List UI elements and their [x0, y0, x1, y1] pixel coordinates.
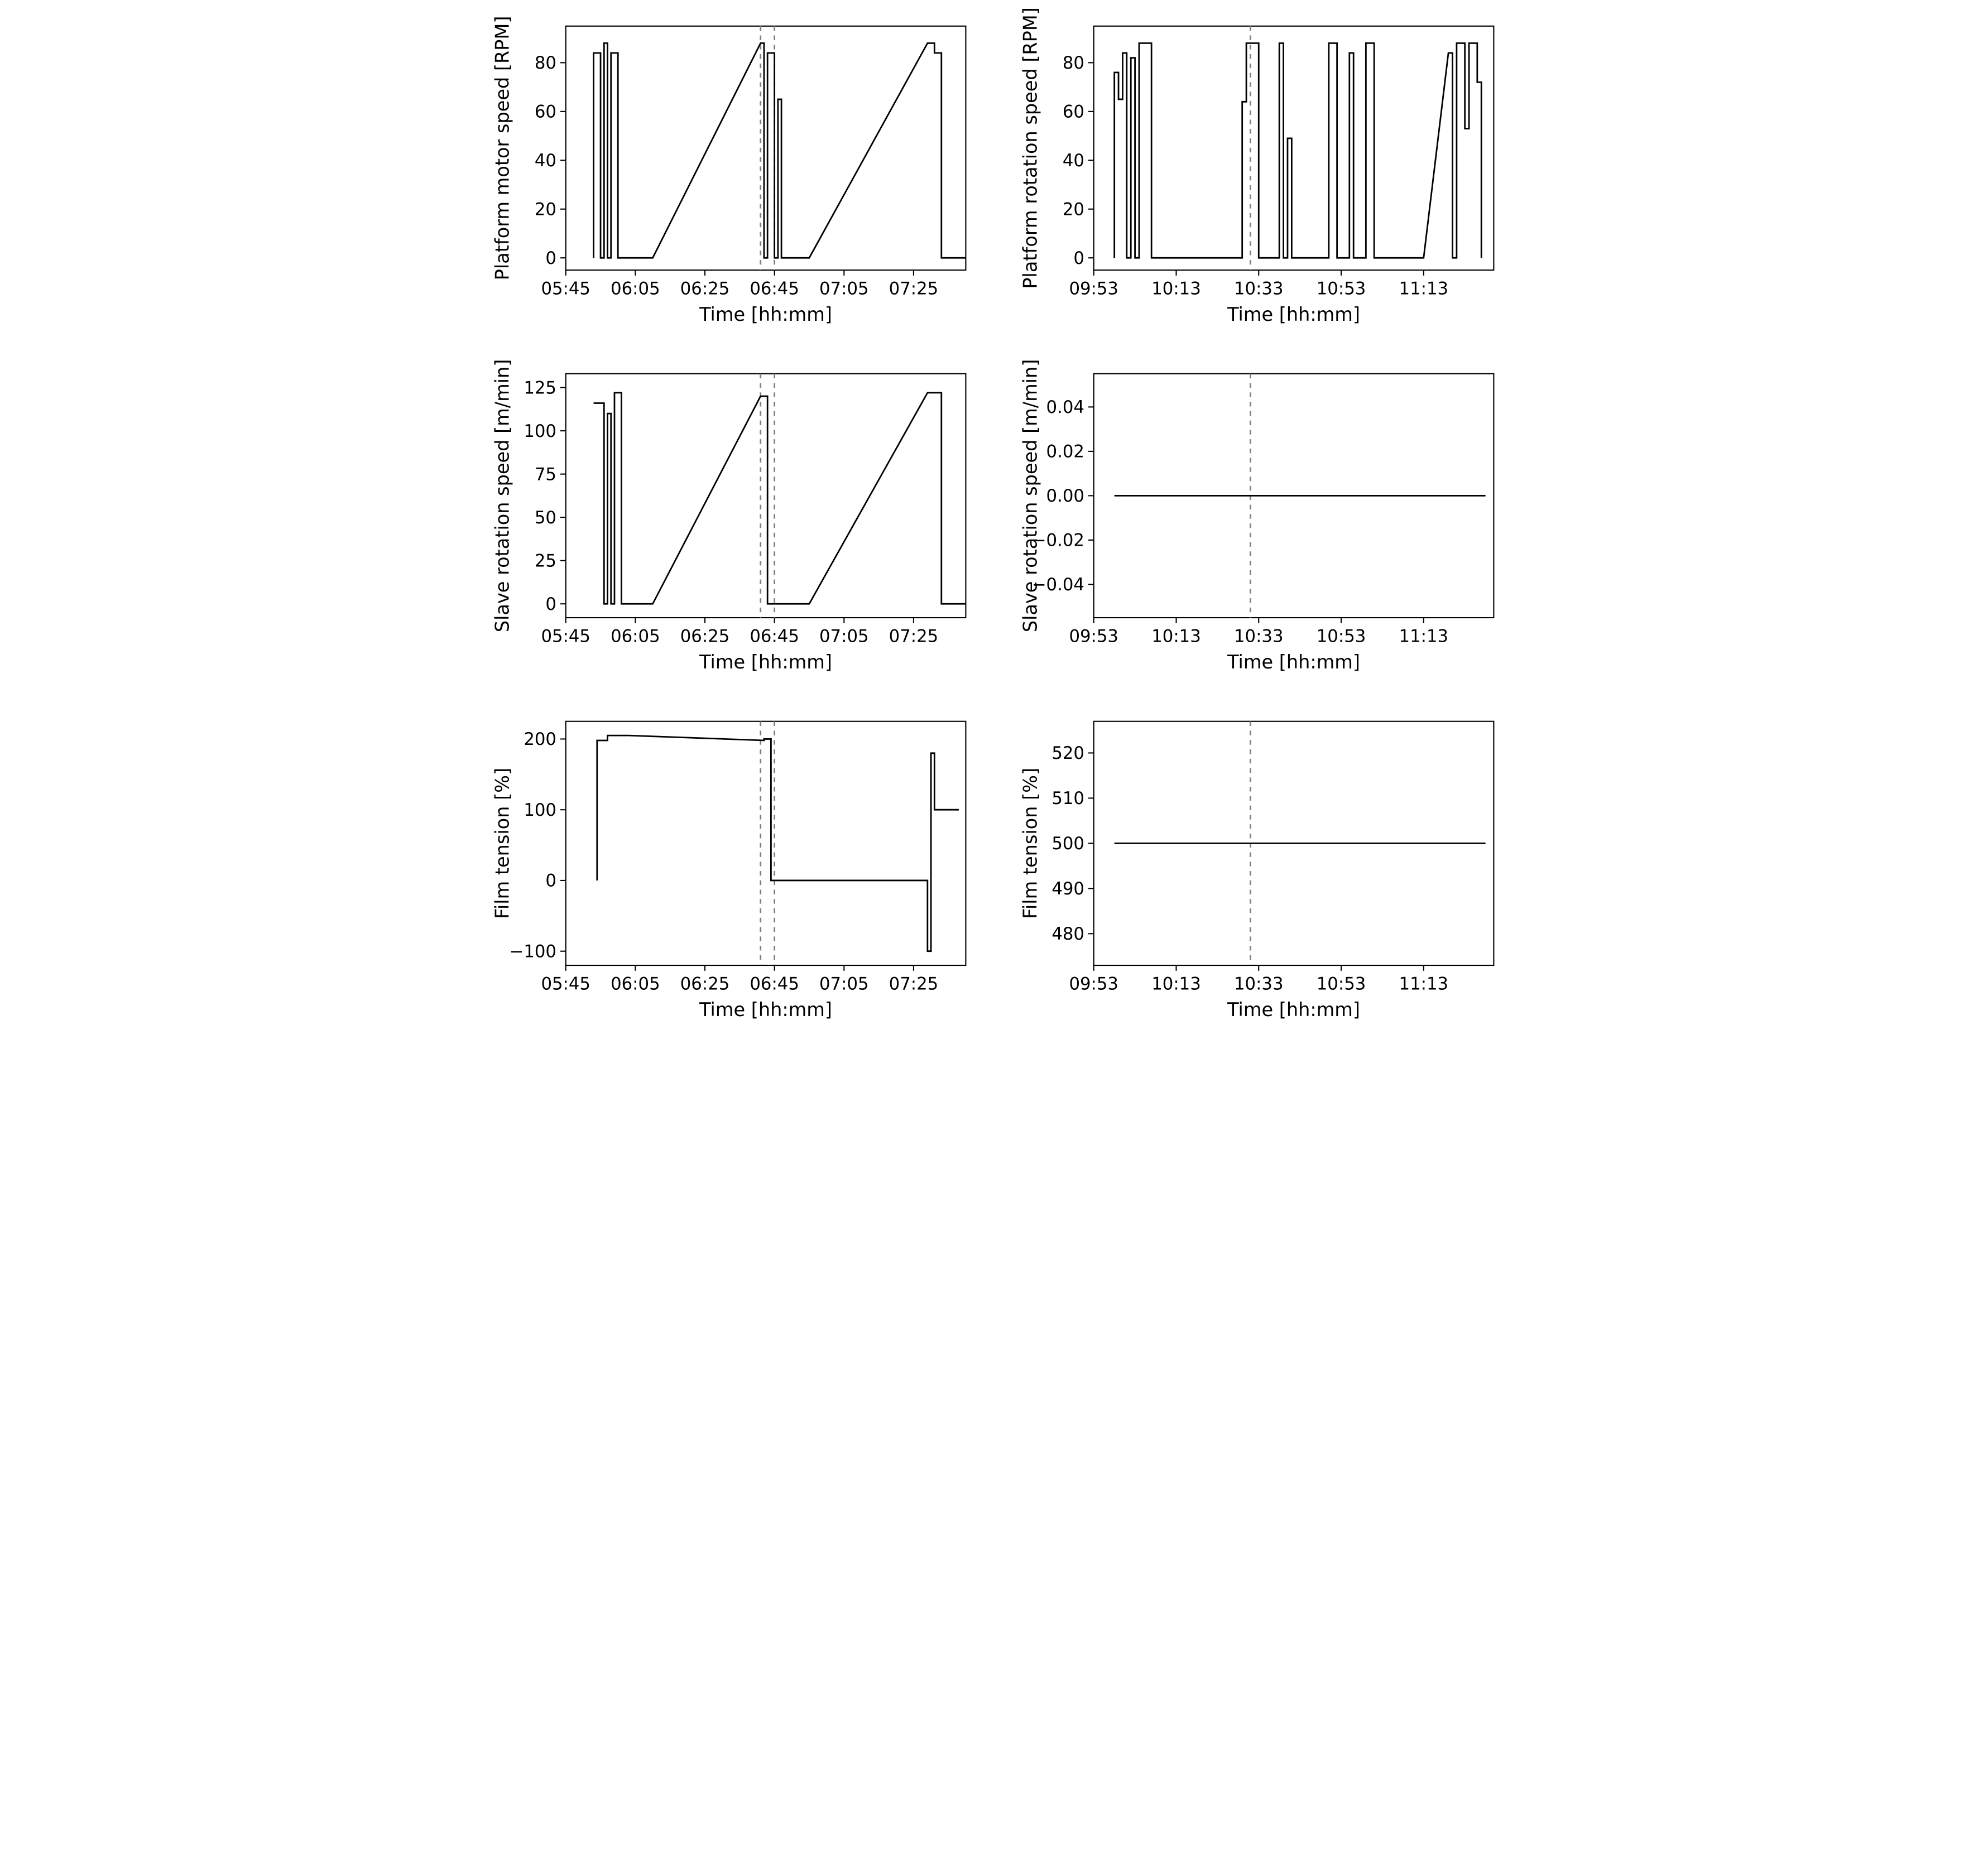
xtick-label: 07:25: [889, 278, 939, 299]
xtick-label: 10:13: [1151, 974, 1201, 994]
xtick-label: 06:25: [680, 974, 730, 994]
xtick-label: 07:25: [889, 974, 939, 994]
ytick-label: −100: [510, 941, 556, 961]
xtick-label: 07:05: [819, 626, 869, 646]
xtick-label: 11:13: [1399, 278, 1449, 299]
ytick-label: 0.00: [1046, 486, 1084, 506]
xlabel: Time [hh:mm]: [1227, 998, 1360, 1020]
xlabel: Time [hh:mm]: [699, 998, 832, 1020]
xtick-label: 06:05: [611, 278, 660, 299]
ylabel: Slave rotation speed [m/min]: [492, 359, 513, 632]
panel-p20: 05:45 06:05 06:25 06:45 07:05 07:25 −100 0 100 20…: [492, 712, 975, 1026]
ylabel: Platform motor speed [RPM]: [492, 16, 513, 281]
chart-grid: 05:45 06:05 06:25 06:45 07:05 07:25 0 20 40 60 80 T…: [492, 17, 1496, 1019]
ytick-label: 60: [1063, 102, 1084, 122]
xtick-label: 10:33: [1234, 626, 1284, 646]
xtick-label: 06:45: [750, 974, 799, 994]
xtick-label: 10:53: [1317, 626, 1366, 646]
panel-p21: 09:53 10:13 10:33 10:53 11:13 480 490 500 510 520…: [1020, 712, 1503, 1026]
xtick-label: 06:45: [750, 626, 799, 646]
data-series: [597, 735, 959, 951]
ytick-label: 20: [535, 199, 556, 219]
xlabel: Time [hh:mm]: [699, 304, 832, 325]
ytick-label: 0: [545, 870, 556, 891]
xlabel: Time [hh:mm]: [699, 651, 832, 673]
data-series: [594, 43, 966, 258]
xlabel: Time [hh:mm]: [1227, 651, 1360, 673]
ylabel: Film tension [%]: [492, 768, 513, 919]
xtick-label: 09:53: [1069, 278, 1119, 299]
xtick-label: 05:45: [541, 626, 590, 646]
xtick-label: 07:05: [819, 974, 869, 994]
ylabel: Platform rotation speed [RPM]: [1020, 7, 1041, 289]
xtick-label: 11:13: [1399, 974, 1449, 994]
xtick-label: 10:13: [1151, 626, 1201, 646]
ytick-label: 0.02: [1046, 441, 1084, 461]
xtick-label: 06:25: [680, 278, 730, 299]
ytick-label: 510: [1051, 788, 1084, 809]
xtick-label: 10:53: [1317, 278, 1366, 299]
panel-p11: 09:5310:1310:3310:5311:13−0.04−0.020.000…: [1020, 364, 1503, 678]
xtick-label: 06:25: [680, 626, 730, 646]
xtick-label: 07:05: [819, 278, 869, 299]
ylabel: Slave rotation speed [m/min]: [1020, 359, 1041, 632]
ytick-label: 40: [535, 151, 556, 171]
ytick-label: 20: [1063, 199, 1084, 219]
xlabel: Time [hh:mm]: [1227, 304, 1360, 325]
ytick-label: 500: [1051, 834, 1084, 854]
ytick-label: 60: [535, 102, 556, 122]
xtick-label: 06:05: [611, 974, 660, 994]
ytick-label: 80: [535, 53, 556, 73]
xtick-label: 06:45: [750, 278, 799, 299]
ytick-label: 490: [1051, 879, 1084, 899]
ytick-label: 0: [545, 248, 556, 268]
ytick-label: 100: [524, 800, 556, 820]
ytick-label: 75: [535, 464, 556, 484]
data-series: [1115, 43, 1482, 258]
xtick-label: 09:53: [1069, 974, 1119, 994]
panel-p00: 05:45 06:05 06:25 06:45 07:05 07:25 0 20 40 60 80 T…: [492, 17, 975, 331]
ytick-label: 125: [524, 378, 556, 398]
xtick-label: 05:45: [541, 278, 590, 299]
ytick-label: 480: [1051, 924, 1084, 944]
panel-p01: 09:53 10:13 10:33 10:53 11:13 0 20 40 60 80 Time […: [1020, 17, 1503, 331]
xtick-label: 11:13: [1399, 626, 1449, 646]
ytick-label: 0.04: [1046, 397, 1084, 417]
ytick-label: 40: [1063, 151, 1084, 171]
xtick-label: 10:33: [1234, 278, 1284, 299]
ytick-label: 0: [545, 594, 556, 614]
xtick-label: 10:13: [1151, 278, 1201, 299]
ylabel: Film tension [%]: [1020, 768, 1041, 919]
ytick-label: 80: [1063, 53, 1084, 73]
xtick-label: 10:33: [1234, 974, 1284, 994]
ytick-label: 100: [524, 421, 556, 441]
ytick-label: 200: [524, 729, 556, 749]
xtick-label: 05:45: [541, 974, 590, 994]
panel-p10: 05:45 06:05 06:25 06:45 07:05 07:25 0 25 50 75 100…: [492, 364, 975, 678]
xtick-label: 07:25: [889, 626, 939, 646]
ytick-label: 50: [535, 508, 556, 528]
xtick-label: 06:05: [611, 626, 660, 646]
data-series: [594, 393, 966, 604]
xtick-label: 10:53: [1317, 974, 1366, 994]
ytick-label: 520: [1051, 743, 1084, 763]
ytick-label: 0: [1074, 248, 1085, 268]
ytick-label: 25: [535, 551, 556, 571]
xtick-label: 09:53: [1069, 626, 1119, 646]
